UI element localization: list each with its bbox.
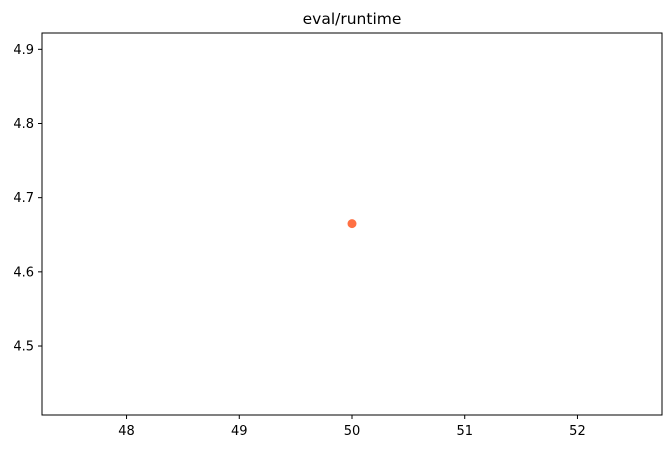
x-tick-label: 50 [344, 424, 361, 439]
data-points [347, 219, 357, 229]
x-tick-label: 49 [231, 424, 248, 439]
chart-title: eval/runtime [303, 10, 402, 28]
y-tick-label: 4.5 [13, 340, 34, 355]
x-tick-label: 52 [569, 424, 586, 439]
y-tick-label: 4.9 [13, 43, 34, 58]
y-tick-label: 4.7 [13, 191, 34, 206]
x-axis: 48 49 50 51 52 [118, 415, 586, 439]
y-axis: 4.5 4.6 4.7 4.8 4.9 [13, 43, 42, 355]
y-tick-label: 4.6 [13, 265, 34, 280]
y-tick-label: 4.8 [13, 117, 34, 132]
x-tick-label: 48 [118, 424, 135, 439]
data-point [347, 219, 357, 229]
x-tick-label: 51 [456, 424, 473, 439]
